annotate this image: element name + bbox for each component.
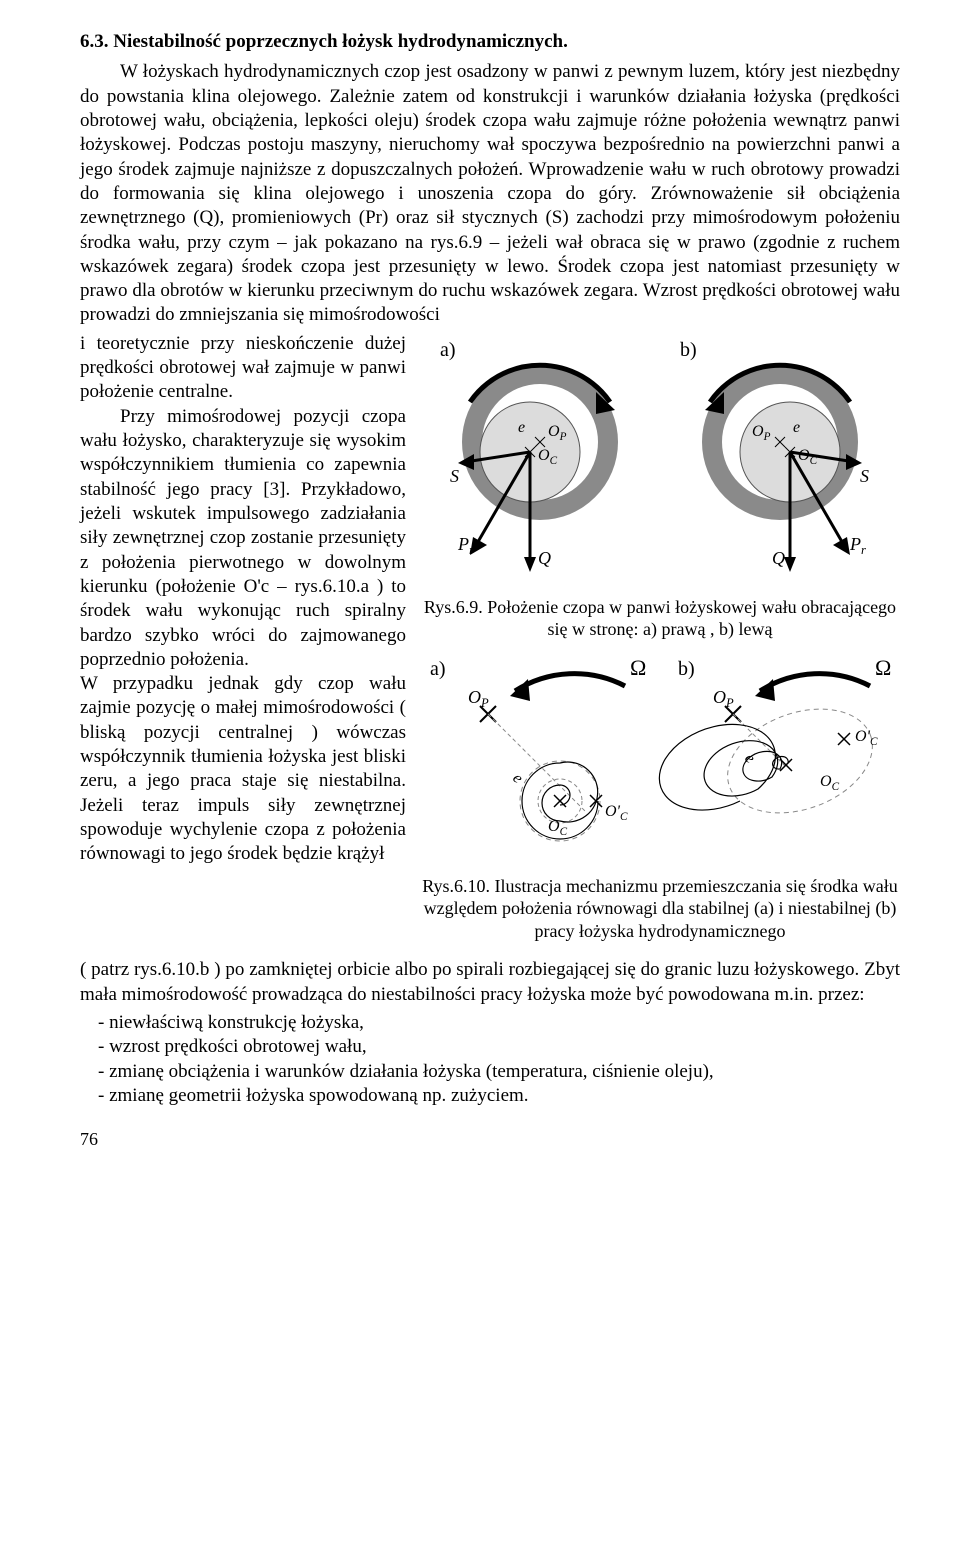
fig2-label-b: b) — [678, 658, 695, 680]
section-heading: 6.3. Niestabilność poprzecznych łożysk h… — [80, 30, 900, 54]
bullet-item: - wzrost prędkości obrotowej wału, — [80, 1035, 900, 1059]
fig2-label-a: a) — [430, 658, 446, 680]
fig1b-e: e — [793, 419, 800, 436]
fig2-caption: Rys.6.10. Ilustracja mechanizmu przemies… — [420, 875, 900, 943]
bullet-item: - niewłaściwą konstrukcję łożyska, — [80, 1011, 900, 1035]
fig2a-op: OP — [468, 687, 489, 710]
fig1-caption: Rys.6.9. Położenie czopa w panwi łożysko… — [420, 596, 900, 641]
fig1a-Q: Q — [538, 548, 551, 568]
figure-6-10: a) Ω OP e — [420, 651, 900, 943]
page-number: 76 — [80, 1128, 900, 1151]
left-column: i teoretycznie przy nie­skończenie dużej… — [80, 332, 420, 867]
fig1a-Pr: Pr — [457, 534, 474, 557]
fig2a-e: e — [509, 770, 526, 787]
fig2a-omega: Ω — [630, 655, 646, 680]
fig1b-S: S — [860, 466, 869, 486]
bullet-list: - niewłaściwą konstrukcję łożyska, - wzr… — [80, 1011, 900, 1108]
fig1b-Q: Q — [772, 548, 785, 568]
intro-text: W łożyskach hydrodynamicznych czop jest … — [80, 61, 900, 325]
bullet-item: - zmianę geometrii łożyska spowodowaną n… — [80, 1084, 900, 1108]
fig2b-op: OP — [713, 687, 734, 710]
fig1-label-b: b) — [680, 339, 697, 361]
fig2a-oc: OC — [548, 818, 568, 838]
left-para-1: i teoretycznie przy nie­skończenie dużej… — [80, 332, 406, 405]
fig2b-oc: OC — [820, 773, 840, 793]
intro-paragraph: W łożyskach hydrodynamicznych czop jest … — [80, 60, 900, 327]
fig1-label-a: a) — [440, 339, 456, 361]
left-para-2: Przy mimośrodowej pozycji czopa wału łoż… — [80, 405, 406, 672]
fig1b-Pr: Pr — [849, 534, 866, 557]
figure-6-9-svg: a) e OP OC — [420, 332, 900, 592]
figure-6-10-svg: a) Ω OP e — [420, 651, 900, 871]
after-paragraph: ( patrz rys.6.10.b ) po zamkniętej orbic… — [80, 958, 900, 1007]
fig2b-omega: Ω — [875, 655, 891, 680]
left-para-3: W przypadku jednak gdy czop wału zajmie … — [80, 672, 406, 867]
fig1a-S: S — [450, 466, 459, 486]
fig2a-ocp: O'C — [605, 803, 628, 823]
fig1a-e: e — [518, 419, 525, 436]
right-column: a) e OP OC — [420, 332, 900, 953]
bullet-item: - zmianę obciążenia i warunków działania… — [80, 1060, 900, 1084]
figure-6-9: a) e OP OC — [420, 332, 900, 641]
fig2b-ocp: O'C — [855, 728, 878, 748]
